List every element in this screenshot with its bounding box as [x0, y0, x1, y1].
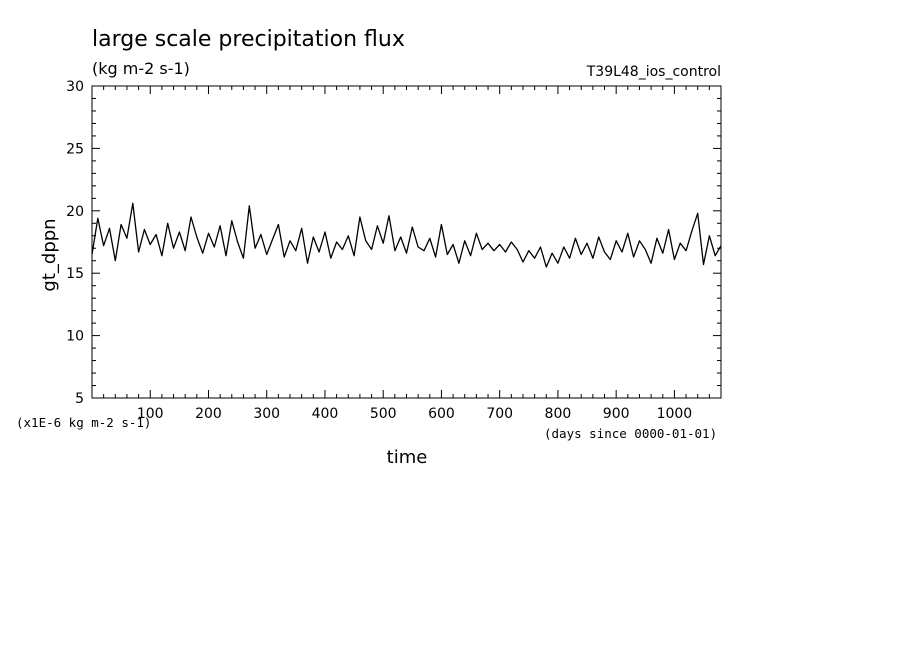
tick-labels: 100 200 300 400 500 600 700 800 900 1000 5 10 15 20 25… — [66, 79, 692, 422]
y-tick-label: 5 — [75, 391, 84, 407]
y-scale-note: (x1E-6 kg m-2 s-1) — [16, 415, 151, 430]
y-tick-label: 15 — [66, 266, 84, 282]
x-units-note: (days since 0000-01-01) — [544, 426, 717, 441]
axis-ticks — [92, 86, 721, 398]
y-axis-label: gt_dppn — [39, 218, 60, 291]
x-tick-label: 600 — [428, 406, 455, 422]
series-line — [91, 202, 722, 268]
chart-subtitle: (kg m-2 s-1) — [92, 59, 190, 78]
x-tick-label: 500 — [370, 406, 397, 422]
chart-title: large scale precipitation flux — [92, 27, 405, 52]
y-tick-label: 30 — [66, 79, 84, 95]
x-tick-label: 1000 — [657, 406, 693, 422]
run-label: T39L48_ios_control — [586, 64, 721, 80]
x-tick-label: 700 — [486, 406, 513, 422]
x-tick-label: 100 — [137, 406, 164, 422]
y-tick-label: 25 — [66, 141, 84, 157]
y-tick-label: 10 — [66, 329, 84, 345]
y-tick-label: 20 — [66, 204, 84, 220]
x-tick-label: 400 — [312, 406, 339, 422]
x-tick-label: 800 — [545, 406, 572, 422]
x-tick-label: 900 — [603, 406, 630, 422]
x-tick-label: 300 — [253, 406, 280, 422]
x-tick-label: 200 — [195, 406, 222, 422]
x-axis-label: time — [387, 447, 428, 468]
